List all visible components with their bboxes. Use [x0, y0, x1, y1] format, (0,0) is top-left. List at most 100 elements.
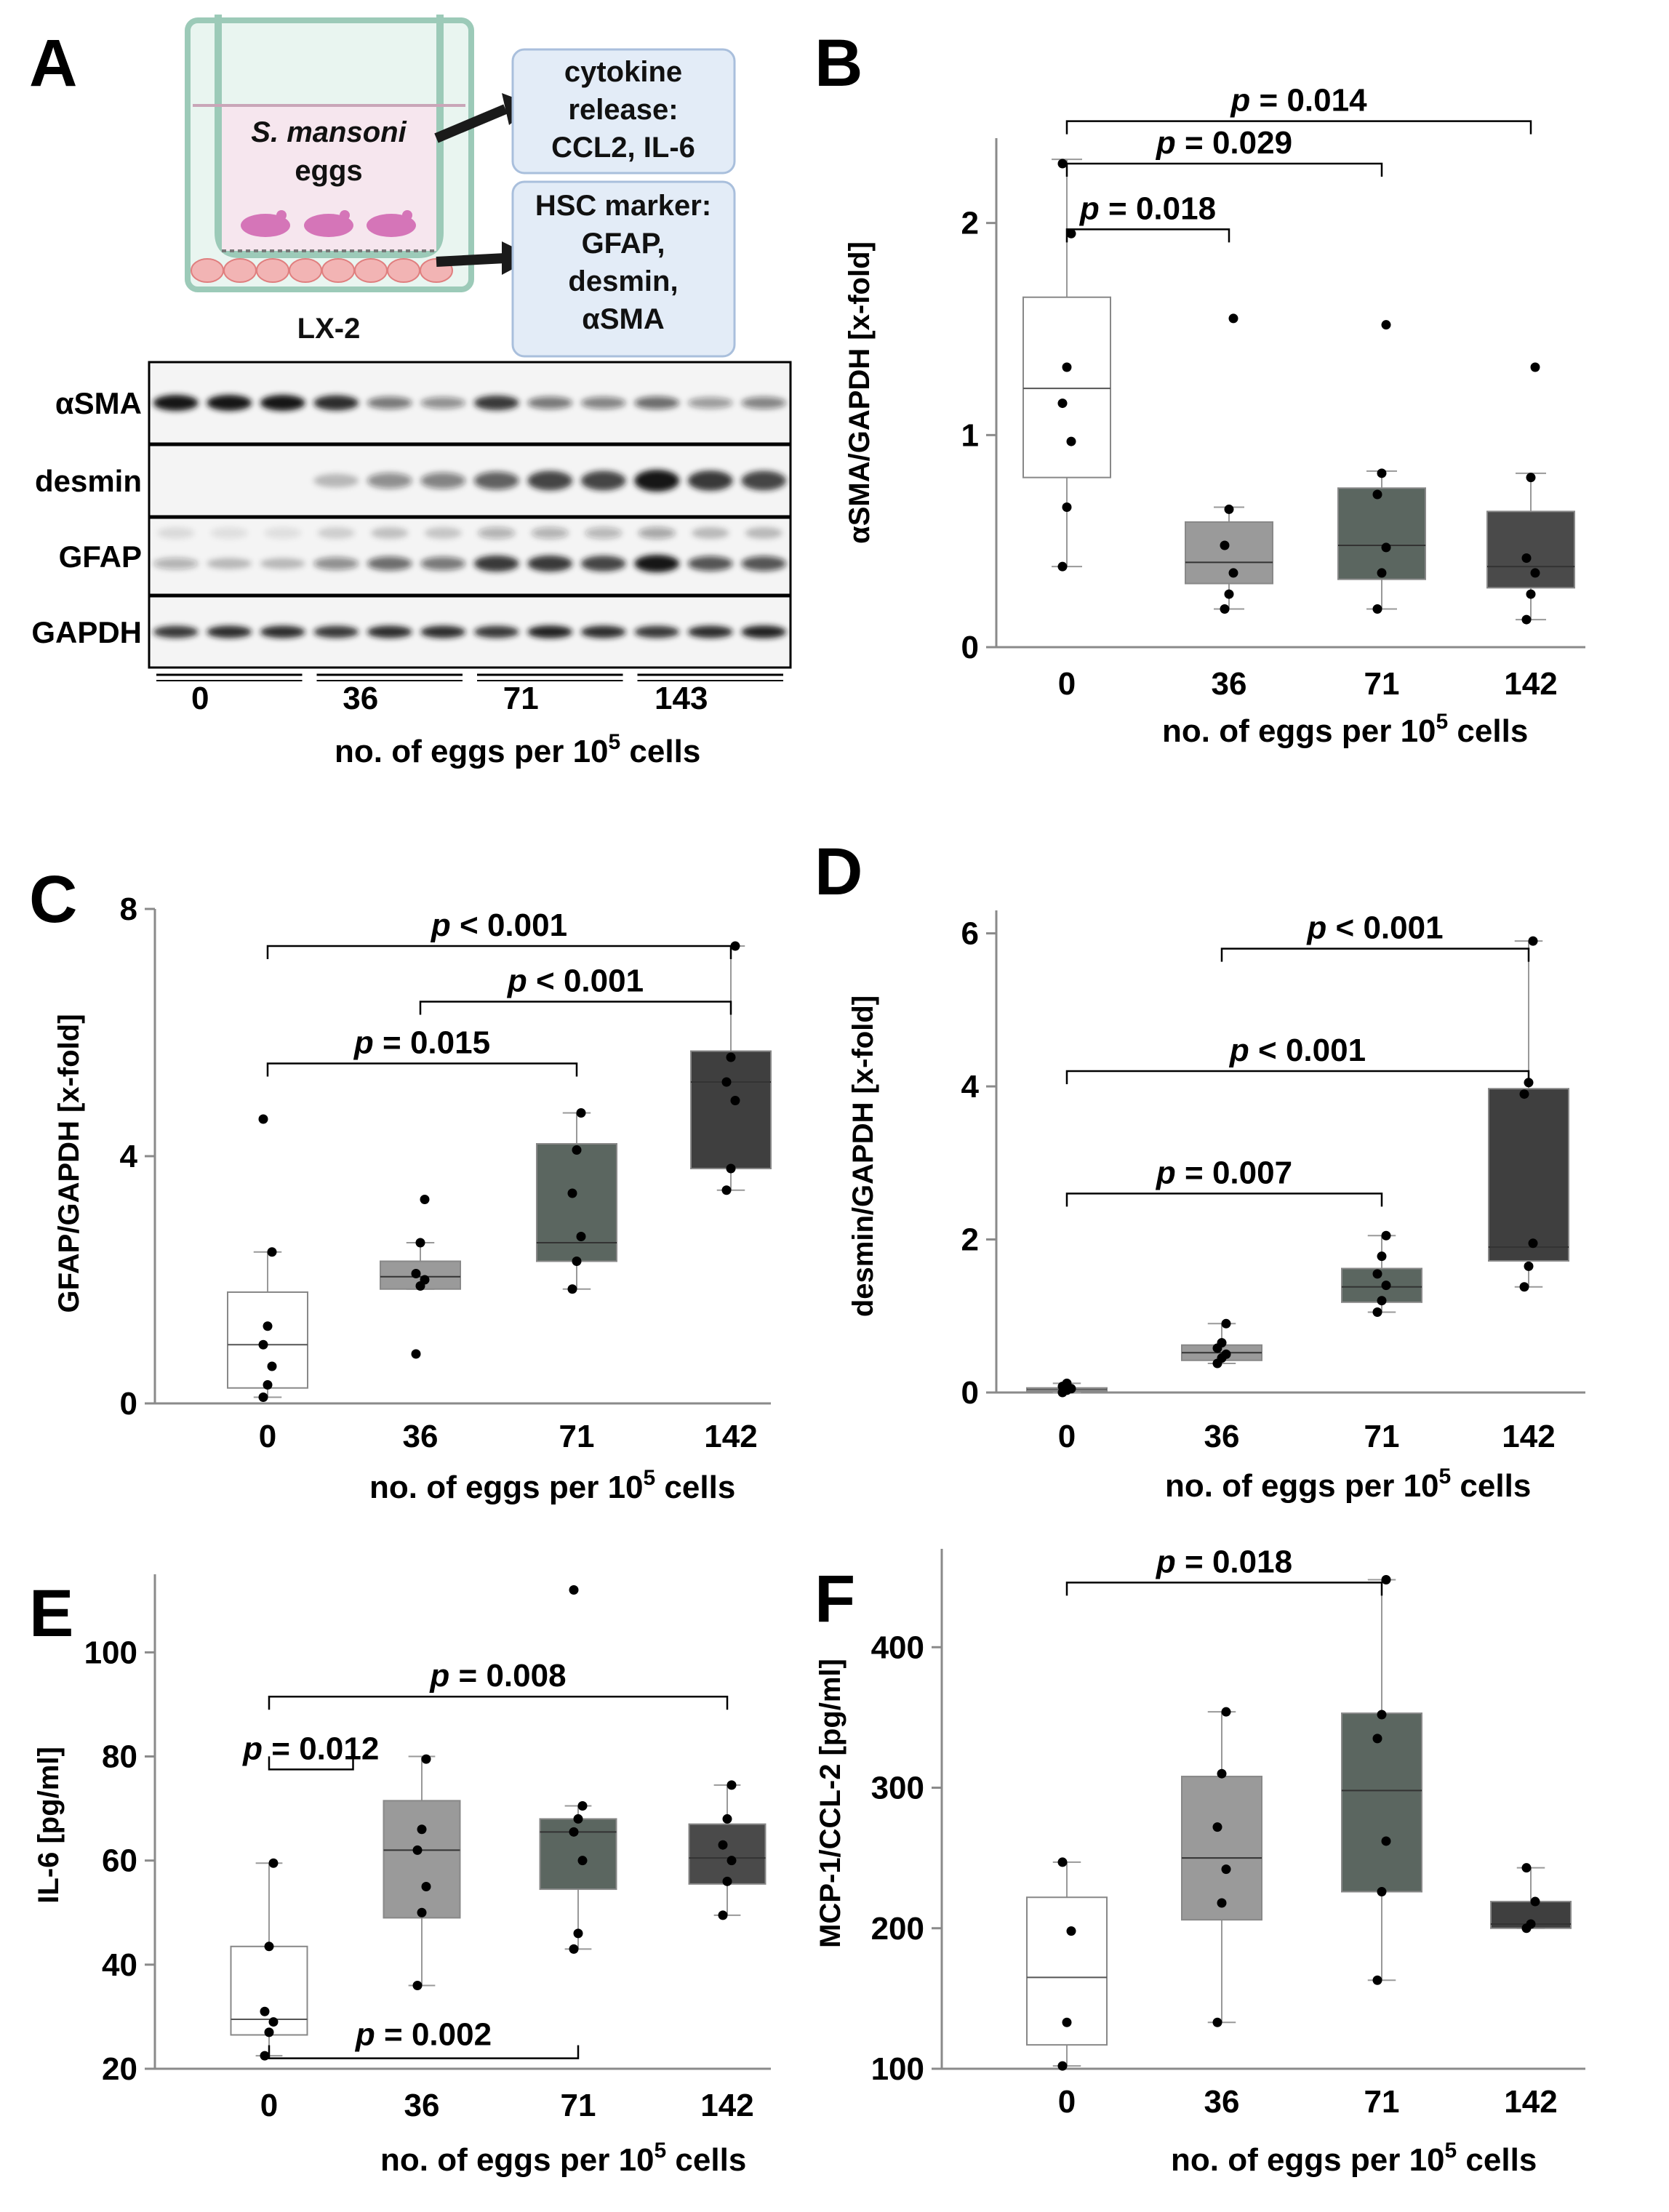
data-point — [722, 1876, 732, 1886]
data-point — [576, 1108, 586, 1118]
bracket-line — [266, 945, 732, 959]
blot-band — [367, 625, 412, 638]
blot-band — [367, 396, 412, 409]
p-symbol: p — [1230, 83, 1250, 119]
panel-letter-f: F — [815, 1562, 855, 1636]
lane-group-label: 71 — [503, 681, 539, 716]
box-142 — [1488, 936, 1569, 1292]
y-tick-label: 0 — [120, 1386, 137, 1422]
data-point — [260, 2006, 270, 2016]
lane-group-label: 36 — [343, 681, 378, 716]
blot-band — [687, 625, 733, 638]
cytokine-release-box: cytokine release: CCL2, IL-6 — [511, 48, 736, 175]
data-point — [569, 1944, 579, 1954]
data-point — [1062, 2017, 1072, 2027]
box-36 — [1185, 313, 1273, 614]
data-point — [1221, 1318, 1231, 1329]
p-symbol: p — [1156, 1155, 1176, 1190]
p-value-text: = 0.002 — [375, 2017, 492, 2053]
y-tick-label: 1 — [961, 417, 979, 453]
blot-row-label: GFAP — [59, 540, 142, 574]
data-point — [1228, 313, 1238, 324]
x-tick-label: 142 — [700, 2088, 753, 2123]
blot-band — [741, 556, 787, 572]
y-tick-label: 300 — [871, 1771, 924, 1806]
blot-band — [527, 555, 573, 572]
blot-row-label: αSMA — [55, 386, 142, 420]
blot-band — [580, 470, 626, 491]
data-point — [567, 1188, 577, 1198]
blot-band — [207, 395, 252, 411]
y-tick-label: 4 — [120, 1139, 138, 1174]
data-point — [1062, 362, 1072, 372]
data-point — [1377, 568, 1387, 578]
x-axis-title-end: cells — [655, 1470, 735, 1505]
p-value-text: < 0.001 — [1249, 1033, 1366, 1068]
x-tick-label: 36 — [404, 2088, 440, 2123]
x-tick-label: 71 — [1364, 2084, 1400, 2120]
x-tick-label: 71 — [561, 2088, 596, 2123]
data-point — [1212, 1822, 1222, 1832]
blot-band-upper — [371, 527, 409, 539]
bracket-line — [268, 2045, 580, 2059]
comparison-bracket: p = 0.007 — [1065, 1155, 1383, 1207]
x-tick-label: 71 — [559, 1419, 595, 1454]
p-symbol: p — [429, 1658, 449, 1694]
x-tick-label: 71 — [1364, 1419, 1400, 1454]
x-tick-label: 36 — [1204, 2084, 1240, 2120]
y-axis-title: MCP-1/CCL-2 [pg/ml] — [815, 1659, 846, 1948]
data-point — [1521, 614, 1532, 625]
data-point — [421, 1754, 431, 1764]
blot-band — [420, 556, 466, 571]
panel-letter-a: A — [29, 26, 77, 100]
blot-band — [634, 625, 680, 638]
data-point — [577, 1801, 588, 1811]
data-point — [268, 2017, 279, 2027]
bracket-line — [1065, 1070, 1530, 1084]
data-point — [722, 1814, 732, 1824]
p-value-text: = 0.018 — [1100, 191, 1216, 226]
data-point — [263, 1321, 273, 1331]
data-point — [1526, 473, 1536, 483]
box-iqr — [1181, 1776, 1262, 1921]
bracket-line — [1065, 162, 1383, 177]
y-axis-title: αSMA/GAPDH [x-fold] — [844, 241, 876, 544]
blot-band — [741, 470, 787, 491]
blot-row-2: GFAP — [59, 516, 792, 596]
box-142 — [1486, 362, 1575, 625]
data-point — [1217, 1768, 1227, 1779]
data-point — [573, 1928, 583, 1939]
y-axis-title: desmin/GAPDH [x-fold] — [847, 995, 879, 1317]
data-point — [1528, 1238, 1538, 1249]
data-point — [569, 1584, 579, 1595]
blot-band — [580, 556, 626, 572]
blot-band — [207, 625, 252, 638]
data-point — [726, 1052, 736, 1062]
p-value-text: = 0.008 — [449, 1658, 566, 1694]
box-71 — [1341, 1230, 1422, 1317]
data-point — [417, 1907, 427, 1918]
data-point — [267, 1247, 277, 1257]
p-value-label: p < 0.001 — [431, 907, 567, 943]
comparison-bracket: p = 0.012 — [242, 1731, 379, 1771]
p-symbol: p — [1156, 1544, 1176, 1579]
box-36 — [380, 1195, 461, 1359]
data-point — [573, 1814, 583, 1824]
x-axis-title: no. of eggs per 105 cells — [369, 1466, 735, 1505]
p-value-label: p = 0.008 — [429, 1658, 566, 1694]
y-tick-label: 100 — [84, 1635, 137, 1670]
x-axis-title-sup: 5 — [655, 2139, 667, 2163]
blot-band — [153, 558, 199, 569]
data-point — [1526, 1919, 1536, 1929]
data-point — [268, 1858, 279, 1868]
chart-panels: B 0 1 2 αSMA/GAPDH [x-fold] 0 36 71 142 no. of eg… — [29, 26, 1585, 2178]
x-axis-title: no. of eggs per 105 cells — [380, 2139, 746, 2178]
data-point — [260, 2051, 270, 2061]
data-point — [1221, 1864, 1231, 1875]
data-point — [1530, 568, 1540, 578]
y-tick-label: 80 — [102, 1739, 137, 1775]
data-point — [1521, 1863, 1532, 1873]
p-symbol: p — [1229, 1033, 1249, 1068]
p-symbol: p — [355, 2017, 375, 2053]
box-iqr — [1488, 1088, 1569, 1262]
